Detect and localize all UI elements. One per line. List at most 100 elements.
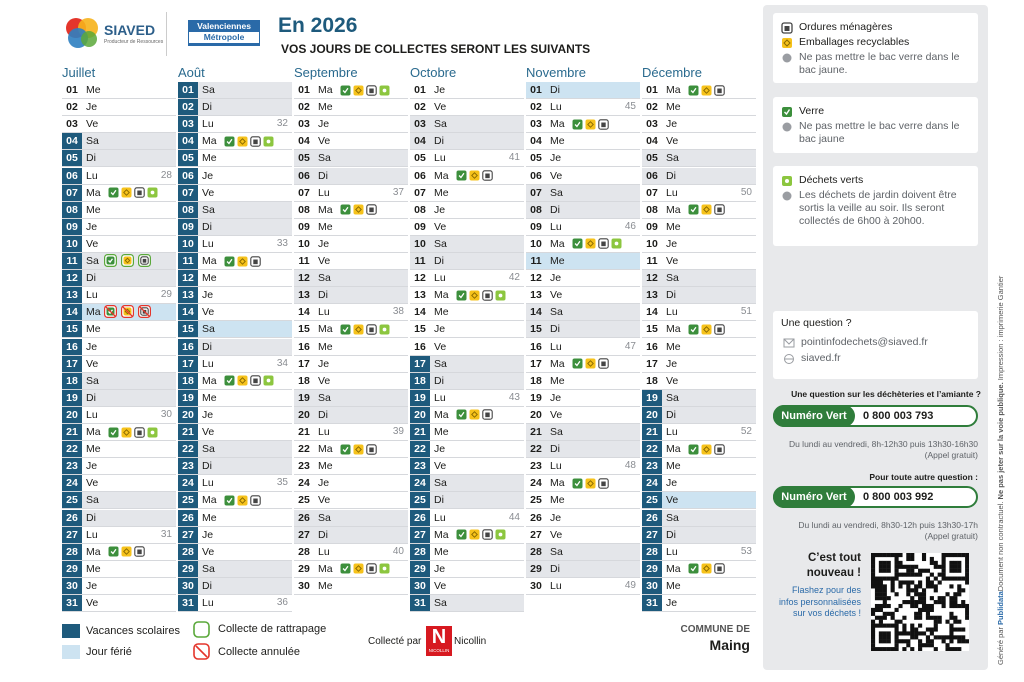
web-text[interactable]: siaved.fr: [801, 352, 841, 364]
week-number: 46: [624, 220, 636, 232]
qr-module: [914, 615, 919, 620]
day-number: 14: [62, 304, 82, 321]
qr-module: [918, 615, 923, 620]
weekday: Di: [202, 460, 212, 473]
weekday: Ma: [666, 84, 681, 96]
email-text[interactable]: pointinfodechets@siaved.fr: [801, 336, 928, 348]
phone-1[interactable]: Numéro Vert 0 800 003 793: [773, 405, 978, 427]
weekday: Sa: [550, 306, 563, 319]
day-row: 24 Je: [642, 475, 756, 493]
icon-l: [379, 324, 390, 335]
arrows: [123, 548, 130, 556]
check: [226, 258, 233, 265]
qr-module: [878, 619, 883, 624]
qr-module: [886, 568, 891, 573]
collection-icons: [224, 136, 274, 147]
qr-module: [965, 556, 969, 562]
arrows: [355, 565, 362, 573]
icon-g: [572, 478, 583, 489]
weekday: Me: [666, 340, 681, 353]
day-row: 16 Lu 47: [526, 339, 640, 356]
day-row: 27 Di: [294, 526, 408, 544]
qr-module: [886, 611, 891, 616]
weekday: Me: [318, 579, 333, 592]
qr-module: [949, 647, 954, 651]
qr-module: [949, 639, 954, 644]
day-row: 21 Ve: [178, 424, 292, 441]
day-number: 29: [62, 560, 82, 577]
icon-b: [250, 375, 261, 386]
weekday: Me: [86, 323, 101, 336]
weekday: Ma: [202, 255, 217, 267]
icon-g: [108, 546, 119, 557]
emballages: [123, 256, 132, 265]
day-number: 10: [646, 237, 658, 250]
bin: [485, 532, 490, 538]
day-number: 05: [530, 152, 542, 165]
day-number: 08: [414, 203, 426, 216]
day-row: 04 Di: [410, 133, 524, 151]
qr-module: [925, 635, 930, 640]
week-number: 38: [392, 306, 404, 318]
day-row: 11 Ve: [294, 253, 408, 270]
qr-module: [874, 607, 880, 612]
qr-module: [965, 564, 969, 569]
qr-module: [902, 580, 907, 585]
day-row: 31 Sa: [410, 595, 524, 612]
day-number: 29: [642, 560, 662, 577]
check: [342, 207, 349, 213]
icon-g: [224, 136, 235, 147]
week-number: 37: [392, 186, 404, 198]
icon-y: [237, 375, 248, 386]
qr-module: [898, 584, 903, 589]
verre: [688, 85, 699, 95]
day-row: 13 Di: [294, 287, 408, 305]
qr-module: [953, 635, 958, 640]
week-number: 48: [624, 460, 636, 472]
qr-module: [906, 631, 911, 636]
note: Ne pas mettre le bac verre dans le bac j…: [779, 51, 972, 77]
day-number: 14: [414, 306, 426, 319]
phone-1-label: Numéro Vert: [773, 405, 855, 427]
phone-2[interactable]: Numéro Vert 0 800 003 992: [773, 486, 978, 508]
day-number: 08: [530, 203, 542, 216]
icon-l: [495, 529, 506, 540]
qr-module: [898, 639, 903, 644]
week-number: 31: [160, 528, 172, 540]
weekday: Sa: [86, 374, 99, 387]
qr-module: [910, 635, 915, 640]
qr-module: [933, 588, 938, 593]
weekday: Lu: [86, 169, 98, 182]
qr-module: [886, 553, 891, 558]
qr-module: [894, 560, 899, 565]
qr-module: [894, 553, 899, 558]
day-number: 08: [298, 203, 310, 216]
day-number: 23: [62, 458, 82, 475]
day-row: 22 Di: [526, 441, 640, 459]
qr-module: [918, 580, 923, 585]
qr-module: [953, 600, 958, 605]
qr-code[interactable]: [871, 553, 969, 651]
qr-module: [921, 607, 927, 612]
qr-module: [953, 596, 958, 601]
weekday: Ve: [202, 545, 215, 558]
day-number: 31: [642, 595, 662, 611]
weekday: Di: [86, 272, 96, 285]
day-number: 05: [62, 150, 82, 167]
qr-module: [886, 603, 891, 609]
weekday: Lu: [434, 272, 446, 285]
day-number: 27: [62, 526, 82, 543]
annulee-slash: [122, 306, 133, 318]
qr-module: [910, 627, 915, 632]
day-number: 19: [62, 389, 82, 406]
day-number: 26: [62, 509, 82, 526]
day-number: 30: [178, 577, 198, 594]
qr-module: [874, 623, 880, 628]
emballages: [701, 324, 712, 335]
day-row: 08 Je: [410, 202, 524, 219]
icon-g: [572, 238, 583, 249]
icon-b: [134, 426, 145, 438]
icon-y: [123, 256, 132, 265]
qr-module: [871, 607, 876, 612]
weekday: Ma: [318, 443, 333, 456]
